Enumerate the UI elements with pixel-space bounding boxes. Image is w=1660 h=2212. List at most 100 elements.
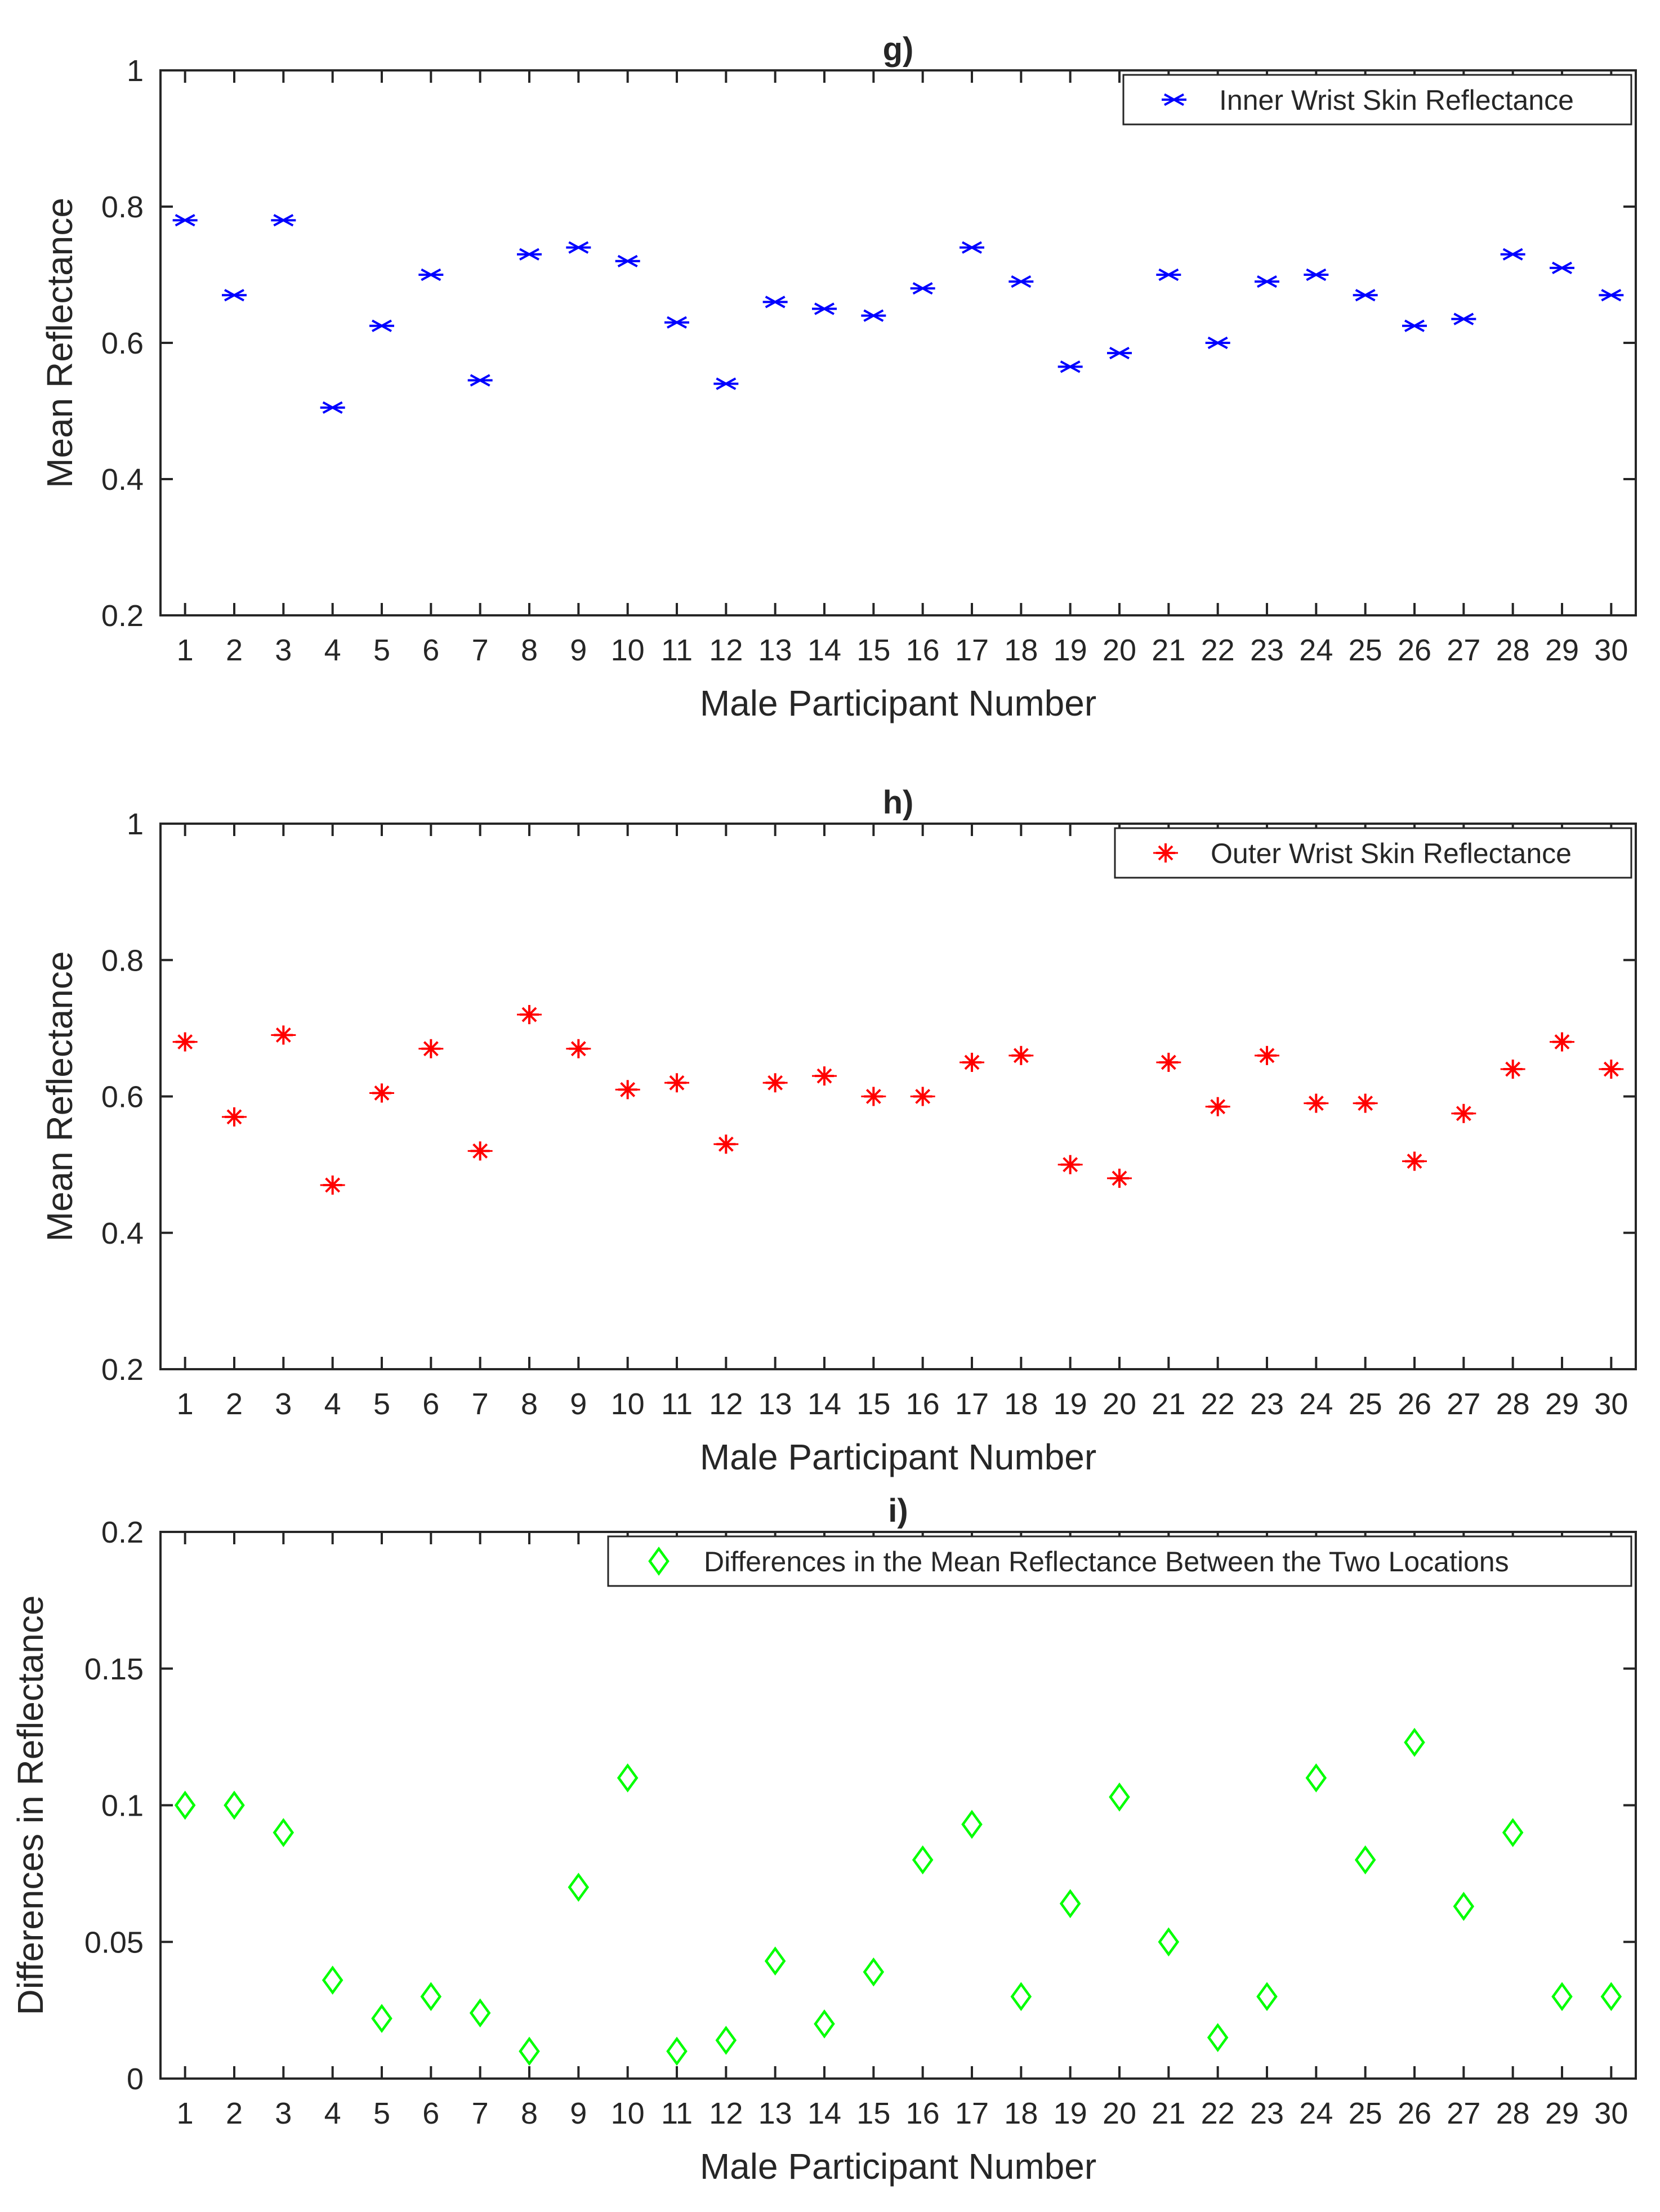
y-tick-label: 0.1 [101, 1789, 144, 1823]
x-tick-label: 6 [422, 633, 439, 667]
x-tick-label: 10 [611, 1387, 645, 1421]
x-tick-label: 9 [570, 633, 587, 667]
data-point [174, 1790, 196, 1820]
x-tick-label: 15 [856, 633, 890, 667]
x-tick-label: 3 [275, 2097, 292, 2130]
x-tick-label: 26 [1398, 1387, 1431, 1421]
x-tick-label: 23 [1250, 1387, 1284, 1421]
data-point [1451, 312, 1476, 325]
x-tick-label: 7 [472, 633, 489, 667]
data-point [1500, 248, 1525, 261]
x-tick-label: 28 [1496, 2097, 1530, 2130]
x-tick-label: 30 [1594, 633, 1628, 667]
x-tick-label: 9 [570, 2097, 587, 2130]
x-tick-label: 21 [1152, 633, 1185, 667]
data-point [812, 302, 837, 315]
data-point [1353, 1093, 1378, 1113]
chart-panel-1: g)1 2 3 4 5 6 7 8 9 10 11 12 13 14 15 16 17 18 19 20 21 22 23 2… [39, 31, 1637, 723]
data-point [666, 2036, 688, 2066]
x-tick-label: 8 [521, 1387, 538, 1421]
series-1 [174, 1728, 1622, 2066]
data-point [519, 2036, 540, 2066]
x-tick-label: 27 [1447, 1387, 1480, 1421]
data-point [371, 2004, 392, 2034]
chart-title: g) [883, 31, 914, 68]
x-tick-label: 13 [758, 2097, 792, 2130]
x-tick-label: 5 [373, 2097, 390, 2130]
x-tick-label: 15 [856, 1387, 890, 1421]
data-point [1057, 1155, 1083, 1174]
x-tick-label: 5 [373, 1387, 390, 1421]
x-tick-label: 2 [226, 2097, 243, 2130]
data-point [1353, 289, 1378, 302]
data-point [320, 401, 345, 414]
data-point [713, 1134, 739, 1154]
data-point [320, 1175, 345, 1195]
legend-marker [1162, 93, 1186, 106]
x-tick-label: 7 [472, 2097, 489, 2130]
data-point [467, 374, 493, 387]
data-point [1010, 1982, 1032, 2012]
data-point [863, 1957, 885, 1987]
x-tick-label: 4 [324, 1387, 341, 1421]
x-tick-label: 25 [1349, 633, 1382, 667]
legend: Inner Wrist Skin Reflectance [1122, 74, 1632, 126]
data-point [568, 1873, 590, 1902]
data-point [1009, 275, 1034, 288]
data-point [1255, 275, 1279, 288]
data-point [617, 1763, 639, 1793]
x-tick-label: 20 [1103, 633, 1136, 667]
data-point [322, 1965, 343, 1995]
data-point [1404, 1728, 1425, 1757]
y-tick-label: 0.4 [101, 1217, 144, 1250]
data-point [1600, 1982, 1622, 2012]
x-tick-label: 21 [1152, 2097, 1185, 2130]
data-point [1551, 1982, 1573, 2012]
data-point [812, 1066, 837, 1086]
y-axis-label: Mean Reflectance [39, 198, 80, 488]
y-tick-label: 0.6 [101, 1080, 144, 1114]
data-point [762, 296, 788, 309]
legend-marker [648, 1547, 670, 1576]
x-tick-label: 2 [226, 1387, 243, 1421]
data-point [1402, 1151, 1427, 1171]
chart-panel-3: i)1 2 3 4 5 6 7 8 9 10 11 12 13 14 15 16 17 18 19 20 21 22 23 2… [10, 1492, 1637, 2187]
data-point [861, 309, 886, 322]
x-tick-label: 16 [906, 2097, 940, 2130]
x-tick-label: 25 [1349, 1387, 1382, 1421]
x-tick-label: 20 [1103, 2097, 1136, 2130]
x-tick-label: 14 [807, 633, 841, 667]
data-point [1402, 319, 1427, 332]
x-tick-label: 24 [1299, 633, 1333, 667]
chart-panel-2: h)1 2 3 4 5 6 7 8 9 10 11 12 13 14 15 16 17 18 19 20 21 22 23 2… [39, 784, 1637, 1477]
x-tick-label: 30 [1594, 1387, 1628, 1421]
x-tick-label: 18 [1004, 2097, 1038, 2130]
x-tick-label: 6 [422, 2097, 439, 2130]
x-tick-label: 23 [1250, 633, 1284, 667]
y-tick-label: 0.6 [101, 327, 144, 360]
y-tick-label: 0.8 [101, 944, 144, 977]
x-tick-label: 14 [807, 2097, 841, 2130]
legend-label: Inner Wrist Skin Reflectance [1219, 84, 1574, 116]
x-tick-label: 6 [422, 1387, 439, 1421]
x-tick-label: 27 [1447, 633, 1480, 667]
data-point [1304, 268, 1329, 281]
x-tick-label: 8 [521, 2097, 538, 2130]
x-tick-label: 11 [661, 633, 693, 667]
x-tick-label: 29 [1545, 633, 1579, 667]
x-tick-label: 10 [611, 633, 645, 667]
data-point [1502, 1818, 1524, 1847]
x-tick-label: 28 [1496, 1387, 1530, 1421]
data-point [1599, 289, 1624, 302]
y-tick-label: 0 [127, 2062, 144, 2096]
x-tick-label: 23 [1250, 2097, 1284, 2130]
legend-marker [1153, 843, 1178, 863]
data-point [420, 1982, 442, 2012]
x-tick-label: 19 [1054, 1387, 1087, 1421]
y-tick-label: 1 [127, 807, 144, 841]
y-tick-label: 0.8 [101, 190, 144, 224]
data-point [224, 1790, 245, 1820]
data-point [1059, 1889, 1081, 1919]
x-tick-label: 11 [661, 1387, 693, 1421]
